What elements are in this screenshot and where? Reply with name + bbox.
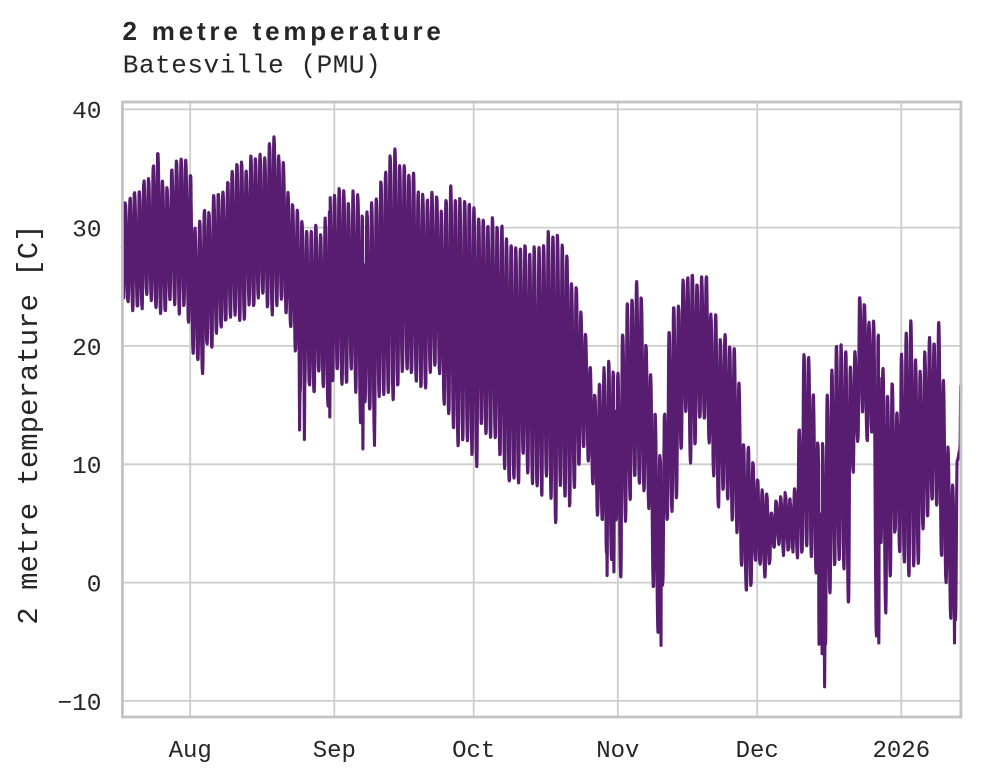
svg-text:Dec: Dec [736,738,779,765]
svg-text:Oct: Oct [452,738,495,765]
svg-text:Nov: Nov [596,738,639,765]
svg-text:Aug: Aug [169,738,212,765]
svg-text:10: 10 [72,454,101,481]
svg-text:Batesville (PMU): Batesville (PMU) [123,50,381,80]
svg-text:0: 0 [87,573,102,600]
svg-text:2 metre temperature: 2 metre temperature [123,16,445,46]
svg-text:30: 30 [72,218,101,245]
svg-text:−10: −10 [57,691,101,718]
svg-text:2026: 2026 [872,738,930,765]
svg-text:2 metre temperature [C]: 2 metre temperature [C] [13,224,46,624]
svg-text:40: 40 [72,99,101,126]
svg-text:Sep: Sep [313,738,356,765]
svg-text:20: 20 [72,336,101,363]
